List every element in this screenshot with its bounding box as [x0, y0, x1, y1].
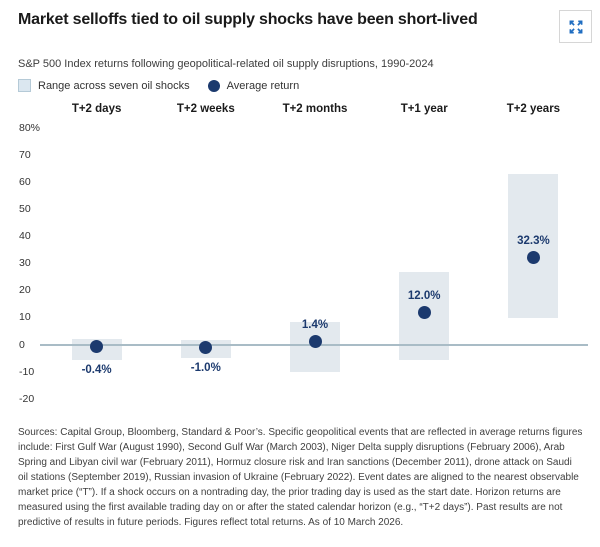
y-tick-label: 10: [19, 311, 31, 324]
column-header: T+2 days: [71, 103, 122, 115]
chart-legend: Range across seven oil shocks Average re…: [18, 79, 299, 92]
column-header: T+1 year: [400, 103, 448, 115]
value-label: -0.4%: [81, 363, 112, 376]
chart-plot-area: T+2 days T+2 weeks T+2 months T+1 year T+2 y…: [0, 100, 600, 415]
column-header: T+2 years: [506, 103, 561, 115]
column-header: T+2 months: [282, 103, 348, 115]
expand-arrows-icon: [567, 18, 585, 36]
chart-subtitle: S&P 500 Index returns following geopolit…: [18, 58, 434, 70]
average-return-dot: [308, 334, 322, 348]
value-label: 1.4%: [301, 318, 329, 331]
y-tick-label: 80%: [19, 121, 41, 134]
average-return-dot: [90, 339, 104, 353]
range-bar: [508, 174, 559, 319]
y-tick-label: 60: [19, 175, 31, 188]
y-tick-label: 0: [19, 338, 25, 351]
value-label: 12.0%: [407, 289, 441, 302]
y-tick-label: -10: [19, 365, 35, 378]
average-return-dot: [417, 305, 431, 319]
legend-label: Average return: [226, 79, 300, 92]
average-dot-icon: [207, 79, 220, 92]
legend-item-average: Average return: [207, 79, 300, 92]
legend-label: Range across seven oil shocks: [38, 79, 190, 92]
source-footnote: Sources: Capital Group, Bloomberg, Stand…: [18, 427, 583, 528]
page-title: Market selloffs tied to oil supply shock…: [18, 11, 478, 28]
y-tick-label: 50: [19, 203, 31, 215]
y-tick-label: 70: [19, 148, 31, 161]
y-tick-label: 20: [19, 284, 31, 297]
column-header: T+2 weeks: [176, 103, 235, 115]
y-tick-label: -20: [19, 392, 35, 405]
value-label: 32.3%: [517, 234, 550, 247]
range-swatch-icon: [18, 79, 31, 92]
legend-item-range: Range across seven oil shocks: [18, 79, 190, 92]
expand-button[interactable]: [559, 10, 592, 43]
y-tick-label: 40: [19, 230, 31, 243]
y-tick-label: 30: [19, 257, 31, 270]
value-label: -1.0%: [190, 362, 221, 374]
average-return-dot: [199, 341, 213, 355]
average-return-dot: [526, 250, 540, 264]
